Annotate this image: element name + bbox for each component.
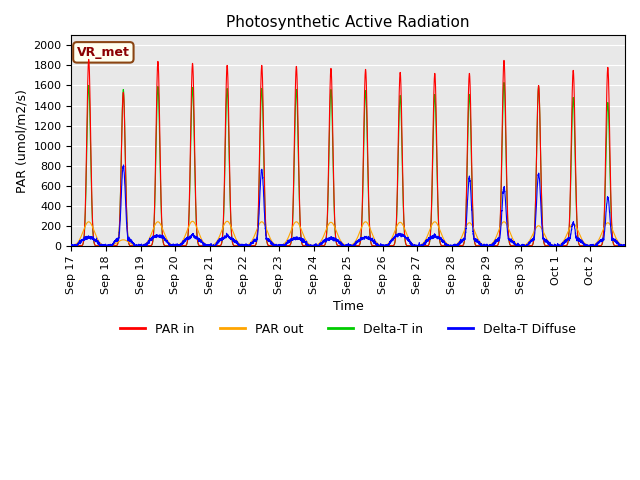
X-axis label: Time: Time (333, 300, 364, 313)
Text: VR_met: VR_met (77, 46, 130, 59)
Title: Photosynthetic Active Radiation: Photosynthetic Active Radiation (227, 15, 470, 30)
Y-axis label: PAR (umol/m2/s): PAR (umol/m2/s) (15, 89, 28, 192)
Legend: PAR in, PAR out, Delta-T in, Delta-T Diffuse: PAR in, PAR out, Delta-T in, Delta-T Dif… (115, 318, 581, 341)
